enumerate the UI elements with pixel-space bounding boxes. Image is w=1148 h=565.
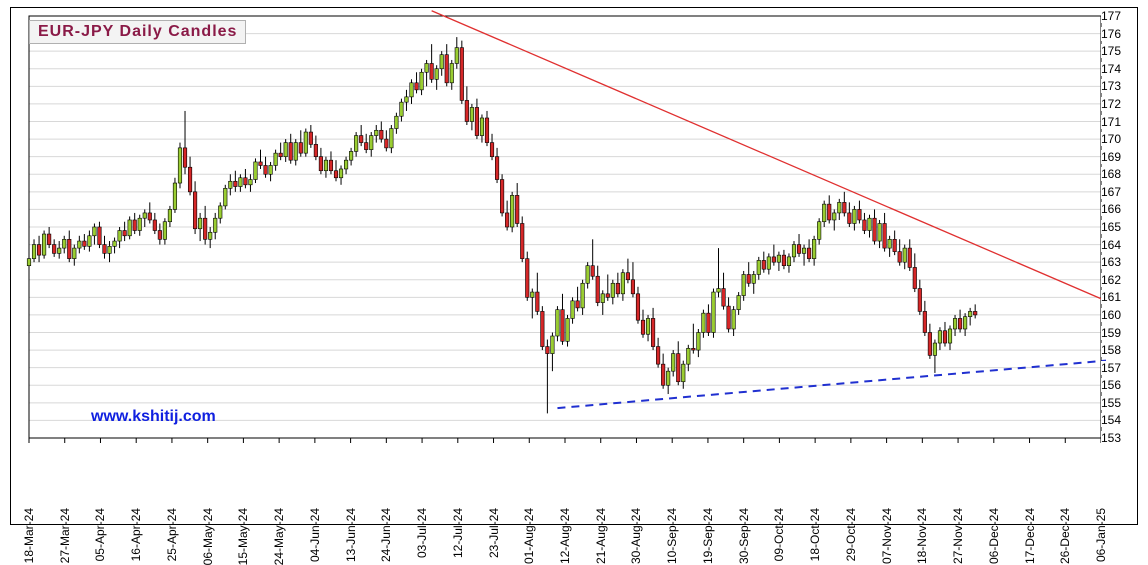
x-tick-label: 29-Oct-24 [844, 508, 858, 561]
y-tick-label: 173 [1101, 79, 1137, 93]
x-tick-label: 25-Apr-24 [165, 508, 179, 561]
y-tick-label: 169 [1101, 150, 1137, 164]
x-tick-label: 21-Aug-24 [594, 508, 608, 564]
y-tick-label: 154 [1101, 413, 1137, 427]
y-tick-label: 167 [1101, 185, 1137, 199]
x-tick-label: 24-May-24 [272, 508, 286, 565]
x-tick-label: 30-Aug-24 [629, 508, 643, 564]
y-tick-label: 177 [1101, 9, 1137, 23]
y-tick-label: 160 [1101, 308, 1137, 322]
watermark-link[interactable]: www.kshitij.com [91, 408, 216, 426]
y-tick-label: 155 [1101, 396, 1137, 410]
x-tick-label: 06-May-24 [201, 508, 215, 565]
x-tick-label: 26-Dec-24 [1058, 508, 1072, 564]
x-tick-label: 24-Jun-24 [379, 508, 393, 562]
chart-frame: EUR-JPY Daily Candles www.kshitij.com 15… [10, 7, 1138, 525]
y-tick-label: 164 [1101, 238, 1137, 252]
x-tick-label: 13-Jun-24 [344, 508, 358, 562]
y-tick-label: 153 [1101, 431, 1137, 445]
x-tick-label: 01-Aug-24 [522, 508, 536, 564]
y-tick-label: 158 [1101, 343, 1137, 357]
y-tick-label: 156 [1101, 378, 1137, 392]
x-tick-label: 12-Aug-24 [558, 508, 572, 564]
x-tick-label: 07-Nov-24 [880, 508, 894, 564]
y-tick-label: 161 [1101, 290, 1137, 304]
x-tick-label: 27-Mar-24 [58, 508, 72, 563]
x-tick-label: 30-Sep-24 [737, 508, 751, 564]
x-tick-label: 12-Jul-24 [451, 508, 465, 558]
y-tick-label: 165 [1101, 220, 1137, 234]
y-tick-label: 174 [1101, 62, 1137, 76]
x-tick-label: 06-Jan-25 [1094, 508, 1108, 562]
y-tick-label: 162 [1101, 273, 1137, 287]
x-tick-label: 23-Jul-24 [487, 508, 501, 558]
x-tick-label: 16-Apr-24 [129, 508, 143, 561]
x-tick-label: 27-Nov-24 [951, 508, 965, 564]
x-tick-label: 15-May-24 [236, 508, 250, 565]
y-tick-label: 170 [1101, 132, 1137, 146]
y-tick-label: 175 [1101, 44, 1137, 58]
y-tick-label: 163 [1101, 255, 1137, 269]
x-tick-label: 17-Dec-24 [1023, 508, 1037, 564]
x-tick-label: 18-Oct-24 [808, 508, 822, 561]
x-tick-label: 04-Jun-24 [308, 508, 322, 562]
x-tick-label: 18-Mar-24 [22, 508, 36, 563]
y-tick-label: 157 [1101, 361, 1137, 375]
y-tick-label: 171 [1101, 115, 1137, 129]
chart-title: EUR-JPY Daily Candles [29, 20, 246, 44]
x-tick-label: 06-Dec-24 [987, 508, 1001, 564]
x-tick-label: 18-Nov-24 [915, 508, 929, 564]
y-tick-label: 168 [1101, 167, 1137, 181]
x-tick-label: 09-Oct-24 [772, 508, 786, 561]
y-tick-label: 159 [1101, 326, 1137, 340]
y-tick-label: 172 [1101, 97, 1137, 111]
x-tick-label: 19-Sep-24 [701, 508, 715, 564]
candlestick-chart [11, 8, 1137, 524]
x-tick-label: 05-Apr-24 [93, 508, 107, 561]
x-tick-label: 10-Sep-24 [665, 508, 679, 564]
y-tick-label: 176 [1101, 27, 1137, 41]
x-tick-label: 03-Jul-24 [415, 508, 429, 558]
y-tick-label: 166 [1101, 202, 1137, 216]
